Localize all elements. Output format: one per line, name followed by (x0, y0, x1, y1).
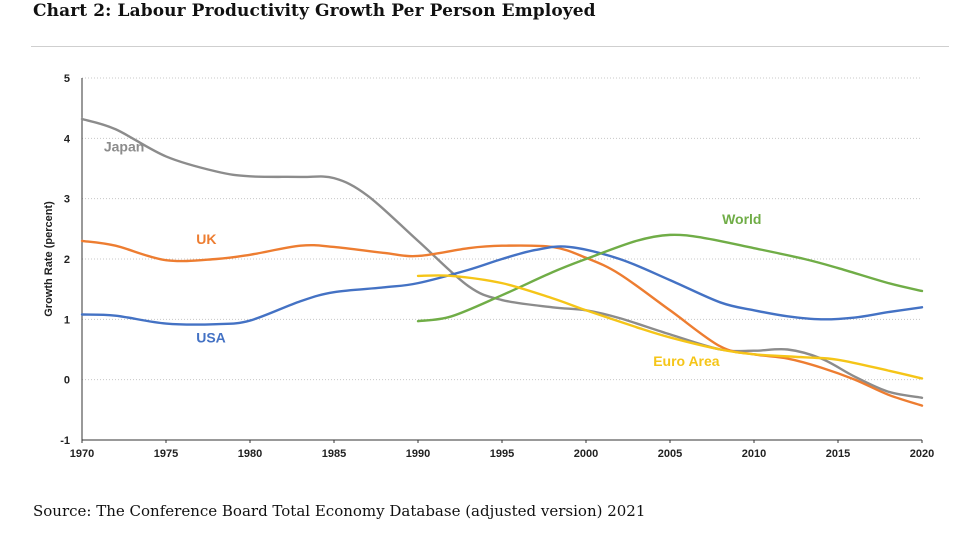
series-line-euro-area (416, 274, 924, 380)
x-tick-label: 1995 (490, 448, 514, 460)
x-tick-label: 1985 (322, 448, 346, 460)
y-tick-label: 2 (64, 254, 70, 266)
x-tick-label: 2000 (574, 448, 598, 460)
series-label-usa: USA (196, 329, 226, 345)
series-line-world (416, 233, 924, 323)
series-line-uk (80, 239, 924, 407)
x-tick-label: 2005 (658, 448, 682, 460)
series-label-euro-area: Euro Area (653, 353, 720, 369)
series-line-usa (80, 245, 924, 326)
chart: -1 0 1 2 3 4 5 1970 1975 1980 1985 1990 1995 2000 2005… (0, 55, 957, 475)
x-tick-label: 2020 (910, 448, 934, 460)
x-tick-label: 1975 (154, 448, 178, 460)
y-tick-label: 4 (64, 133, 71, 145)
page-title: Chart 2: Labour Productivity Growth Per … (33, 1, 596, 21)
series-label-world: World (722, 211, 761, 227)
y-axis-label: Growth Rate (percent) (43, 201, 55, 317)
x-tick-label: 1970 (70, 448, 94, 460)
y-tick-label: 5 (64, 73, 70, 85)
y-tick-label: -1 (60, 435, 70, 447)
y-tick-label: 1 (64, 314, 70, 326)
series-line-japan (80, 117, 924, 399)
x-tick-label: 1980 (238, 448, 262, 460)
line-chart: -1 0 1 2 3 4 5 1970 1975 1980 1985 1990 1995 2000 2005… (43, 73, 934, 460)
title-divider (31, 46, 949, 47)
y-tick-label: 0 (64, 375, 70, 387)
x-tick-label: 2010 (742, 448, 766, 460)
source-note: Source: The Conference Board Total Econo… (33, 502, 646, 520)
x-tick-label: 2015 (826, 448, 850, 460)
y-tick-label: 3 (64, 194, 70, 206)
series-label-japan: Japan (104, 139, 144, 155)
x-tick-label: 1990 (406, 448, 430, 460)
series-label-uk: UK (196, 231, 216, 247)
